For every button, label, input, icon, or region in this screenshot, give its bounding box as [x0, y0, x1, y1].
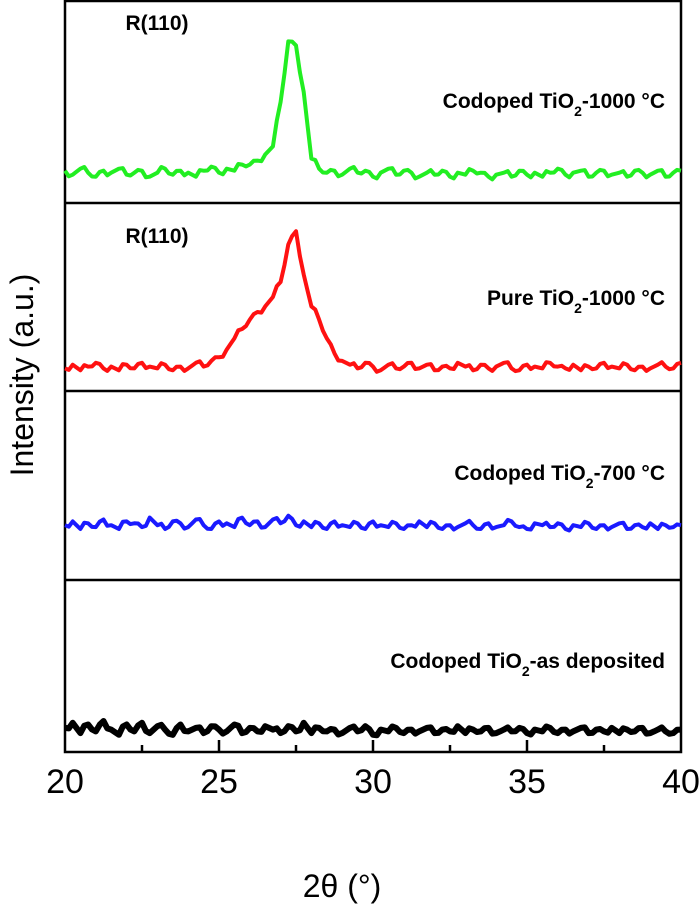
series-line-1 — [63, 39, 682, 182]
x-tick-label: 25 — [200, 763, 238, 801]
series-label-4: Codoped TiO2-as deposited — [390, 650, 665, 679]
peak-annotation-1: R(110) — [125, 12, 188, 35]
x-tick-label: 35 — [508, 763, 546, 801]
x-tick-label: 40 — [662, 763, 700, 801]
series-line-3 — [64, 513, 682, 533]
x-tick-label: 30 — [354, 763, 392, 801]
x-tick-label: 20 — [46, 763, 84, 801]
series-label-1: Codoped TiO2-1000 °C — [443, 90, 665, 119]
series-line-4 — [64, 718, 682, 739]
series-line-2 — [64, 229, 682, 374]
y-axis-title: Intensity (a.u.) — [4, 274, 40, 477]
series-label-3: Codoped TiO2-700 °C — [454, 462, 665, 491]
series-label-2: Pure TiO2-1000 °C — [487, 287, 665, 316]
x-axis-title: 2θ (°) — [303, 868, 382, 904]
peak-annotation-2: R(110) — [125, 225, 188, 248]
plot-frame — [63, 0, 683, 754]
